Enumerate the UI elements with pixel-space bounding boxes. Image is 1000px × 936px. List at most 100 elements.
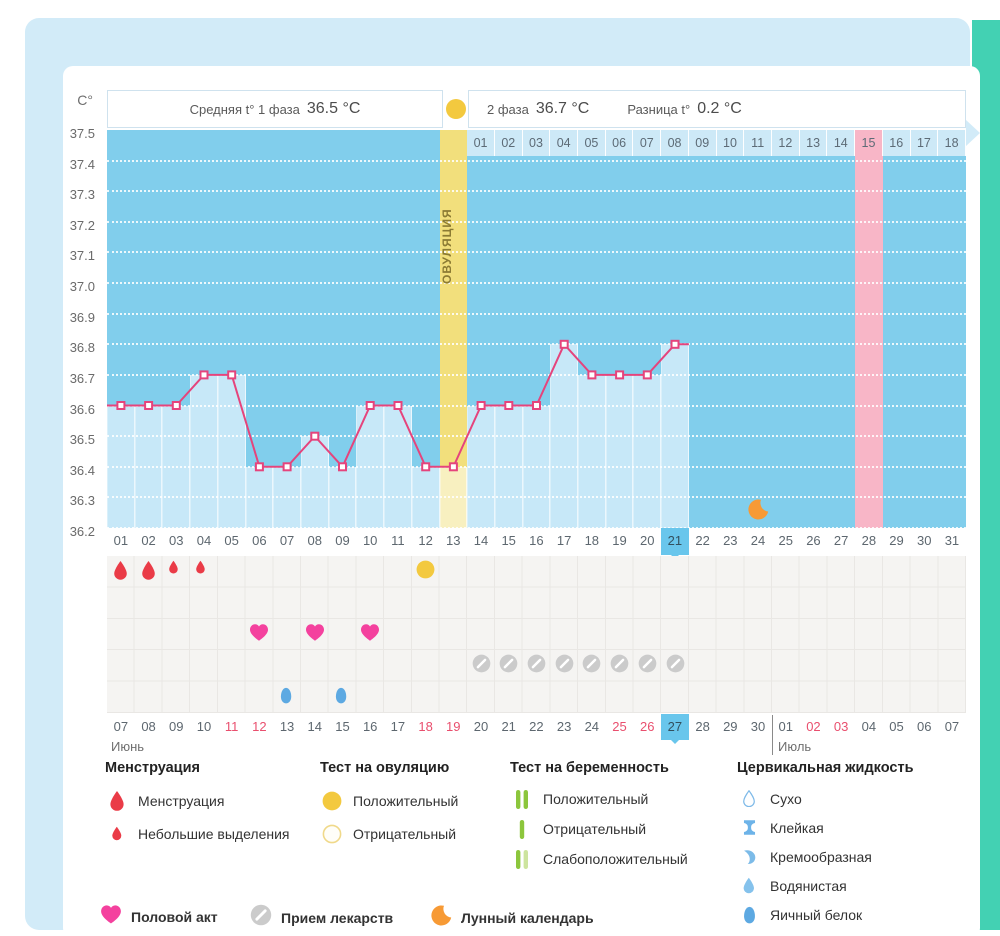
calendar-date-cell[interactable]: 02 (806, 719, 821, 734)
phase2-day-cell[interactable]: 14 (827, 130, 856, 156)
calendar-date-cell[interactable]: 14 (307, 719, 322, 734)
calendar-date-cell[interactable]: 18 (418, 719, 433, 734)
phase2-day-cell[interactable]: 10 (716, 130, 745, 156)
calendar-date-cell[interactable]: 10 (196, 719, 212, 734)
cycle-day-cell[interactable]: 02 (141, 533, 156, 548)
phase2-day-cell[interactable]: 13 (799, 130, 828, 156)
phase2-day-cell[interactable]: 09 (688, 130, 717, 156)
calendar-date-cell[interactable]: 23 (556, 719, 572, 734)
calendar-date-cell[interactable]: 20 (473, 719, 489, 734)
ovulation-column[interactable] (439, 130, 468, 528)
phase2-day-cell[interactable]: 16 (882, 130, 911, 156)
calendar-date-cell[interactable]: 11 (224, 719, 239, 734)
calendar-date-cell[interactable]: 21 (501, 719, 516, 734)
cycle-day-cell[interactable]: 03 (169, 533, 184, 548)
cycle-day-cell[interactable]: 24 (750, 533, 766, 548)
cycle-day-cell[interactable]: 08 (307, 533, 322, 548)
cycle-day-cell[interactable]: 17 (556, 533, 572, 548)
cycle-day-cell[interactable]: 14 (473, 533, 489, 548)
cycle-day-cell[interactable]: 28 (861, 533, 877, 548)
chevron-right-icon[interactable] (966, 120, 980, 146)
cycle-day-cell[interactable]: 07 (279, 533, 295, 548)
medication-pill-icon (666, 654, 685, 678)
calendar-date-cell[interactable]: 07 (944, 719, 960, 734)
cycle-day-cell[interactable]: 20 (639, 533, 655, 548)
calendar-date-cell[interactable]: 09 (169, 719, 184, 734)
legend-bottom-item: Прием лекарств (250, 904, 393, 931)
phase2-day-cell[interactable]: 04 (550, 130, 579, 156)
cycle-day-cell[interactable]: 15 (501, 533, 516, 548)
phase2-day-cell[interactable]: 05 (578, 130, 606, 156)
pink-highlight-column[interactable] (855, 130, 883, 528)
legend-item-label: Кремообразная (770, 848, 872, 865)
cycle-day-cell[interactable]: 22 (695, 533, 710, 548)
temperature-bar[interactable] (578, 374, 606, 528)
phase2-day-cell[interactable]: 01 (467, 130, 495, 156)
calendar-date-cell[interactable]: 13 (279, 719, 295, 734)
calendar-date-cell[interactable]: 08 (141, 719, 156, 734)
calendar-date-cell[interactable]: 27 (661, 714, 689, 744)
temperature-bar[interactable] (217, 374, 246, 528)
phase2-day-cell[interactable]: 18 (938, 130, 966, 156)
cycle-day-cell[interactable]: 31 (944, 533, 960, 548)
cycle-day-cell[interactable]: 09 (335, 533, 350, 548)
calendar-date-cell[interactable]: 24 (584, 719, 600, 734)
cycle-day-cell[interactable]: 25 (778, 533, 793, 548)
cycle-day-cell[interactable]: 06 (252, 533, 267, 548)
phase2-day-cell[interactable]: 02 (494, 130, 523, 156)
phase2-day-cell[interactable]: 08 (661, 130, 689, 156)
calendar-date-cell[interactable]: 17 (390, 719, 406, 734)
cycle-day-cell[interactable]: 29 (889, 533, 904, 548)
calendar-date-cell[interactable]: 25 (612, 719, 627, 734)
drop-outline-blue-icon (737, 790, 761, 807)
calendar-date-cell[interactable]: 19 (446, 719, 461, 734)
cycle-day-cell[interactable]: 12 (418, 533, 433, 548)
temperature-bar[interactable] (300, 436, 329, 528)
bars-two-green-icon (510, 789, 534, 810)
cycle-day-cell[interactable]: 27 (833, 533, 849, 548)
cycle-day-cell[interactable]: 10 (362, 533, 378, 548)
cycle-day-cell[interactable]: 16 (529, 533, 544, 548)
cycle-day-cell[interactable]: 21 (661, 528, 689, 559)
temperature-bar[interactable] (190, 374, 218, 528)
legend-group-title: Цервикальная жидкость (737, 760, 914, 776)
cycle-day-cell[interactable]: 30 (917, 533, 932, 548)
phase2-day-cell[interactable]: 03 (522, 130, 551, 156)
calendar-date-cell[interactable]: 16 (362, 719, 378, 734)
cycle-day-cell[interactable]: 13 (446, 533, 461, 548)
cycle-day-cell[interactable]: 04 (196, 533, 212, 548)
calendar-date-cell[interactable]: 03 (833, 719, 849, 734)
calendar-date-cell[interactable]: 01 (778, 719, 793, 734)
cycle-day-cell[interactable]: 05 (224, 533, 239, 548)
calendar-date-cell[interactable]: 28 (695, 719, 710, 734)
calendar-date-cell[interactable]: 04 (861, 719, 877, 734)
phase2-day-cell[interactable]: 17 (910, 130, 939, 156)
legend-item: Менструация (105, 784, 290, 817)
calendar-date-cell[interactable]: 07 (113, 719, 129, 734)
cycle-day-cell[interactable]: 18 (584, 533, 600, 548)
cycle-day-cell[interactable]: 01 (113, 533, 129, 548)
cycle-day-cell[interactable]: 26 (806, 533, 821, 548)
calendar-date-cell[interactable]: 15 (335, 719, 350, 734)
phase2-day-cell[interactable]: 11 (744, 130, 773, 156)
phase2-day-cell[interactable]: 07 (633, 130, 662, 156)
cycle-day-cell[interactable]: 19 (612, 533, 627, 548)
calendar-date-cell[interactable]: 22 (529, 719, 544, 734)
temperature-bar[interactable] (633, 374, 662, 528)
phase2-day-cell[interactable]: 06 (605, 130, 634, 156)
calendar-date-cell[interactable]: 30 (750, 719, 766, 734)
cycle-day-cell[interactable]: 23 (723, 533, 738, 548)
y-axis-tick: 36.6 (69, 401, 95, 417)
calendar-date-cell[interactable]: 26 (639, 719, 655, 734)
cycle-day-cell[interactable]: 11 (391, 533, 405, 548)
calendar-date-cell[interactable]: 12 (252, 719, 267, 734)
legend-item: Яичный белок (737, 900, 914, 929)
phase2-day-cell[interactable]: 12 (772, 130, 800, 156)
legend-item-label: Менструация (138, 792, 225, 809)
phase2-day-cell[interactable]: 15 (855, 130, 883, 156)
intercourse-heart-icon (249, 623, 269, 646)
temperature-bar[interactable] (605, 374, 634, 528)
calendar-date-cell[interactable]: 06 (917, 719, 932, 734)
calendar-date-cell[interactable]: 05 (889, 719, 904, 734)
calendar-date-cell[interactable]: 29 (723, 719, 738, 734)
